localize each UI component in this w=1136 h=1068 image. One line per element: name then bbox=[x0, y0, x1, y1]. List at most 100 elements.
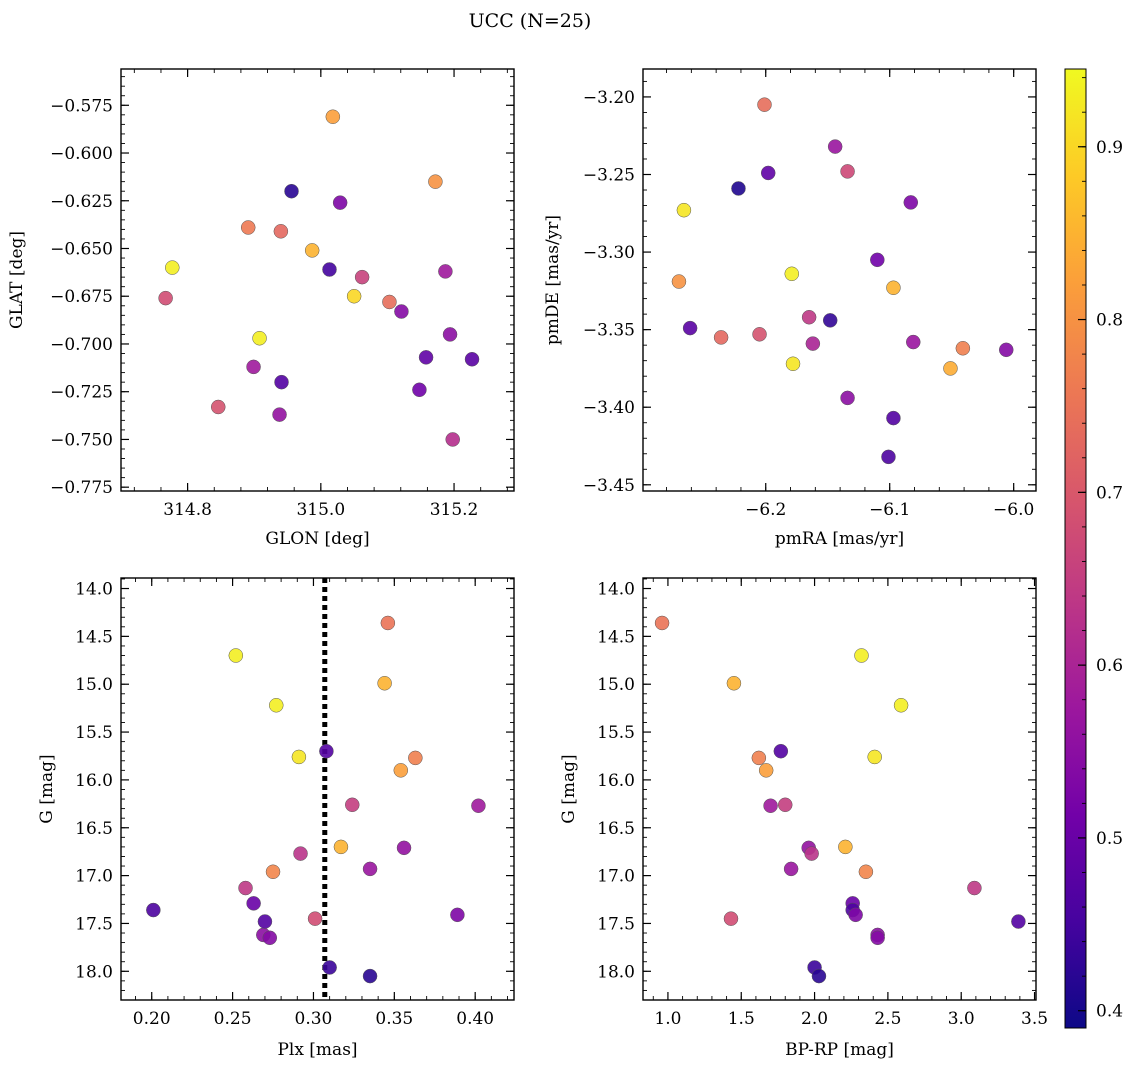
y-tick-label: 16.0 bbox=[75, 771, 113, 791]
panel-1-ylabel: GLAT [deg] bbox=[7, 231, 27, 329]
scatter-point bbox=[412, 382, 427, 398]
y-tick-label: −0.675 bbox=[50, 287, 113, 307]
scatter-point bbox=[671, 274, 687, 289]
y-tick-label: 17.0 bbox=[75, 867, 113, 887]
y-tick-label: 14.0 bbox=[75, 580, 113, 600]
scatter-point bbox=[760, 165, 776, 181]
scatter-point bbox=[273, 224, 289, 239]
scatter-point bbox=[858, 864, 874, 880]
scatter-point bbox=[881, 449, 896, 465]
colorbar-tick-label: 0.4 bbox=[1096, 1002, 1123, 1022]
panel-plx-g: 0.20 0.25 0.30 0.35 0.40 14.0 14.5 15.0 15.5 16.0… bbox=[37, 577, 515, 1060]
panel-4-frame bbox=[642, 577, 1037, 1001]
scatter-point bbox=[274, 374, 289, 390]
y-tick-label: −0.575 bbox=[50, 96, 113, 116]
scatter-point bbox=[304, 243, 320, 258]
scatter-point bbox=[752, 327, 767, 342]
colorbar-tick-label: 0.6 bbox=[1096, 656, 1123, 676]
y-tick-label: 17.5 bbox=[75, 914, 113, 934]
panel-2-frame bbox=[642, 68, 1037, 492]
y-tick-label: 18.0 bbox=[75, 962, 113, 982]
x-tick-label: −6.1 bbox=[869, 500, 910, 520]
y-tick-label: 16.5 bbox=[75, 819, 113, 839]
scatter-point bbox=[345, 797, 360, 813]
y-tick-label: −0.725 bbox=[50, 383, 113, 403]
x-tick-label: 0.30 bbox=[295, 1009, 333, 1029]
y-tick-label: 14.0 bbox=[597, 580, 635, 600]
scatter-point bbox=[723, 911, 739, 926]
scatter-point bbox=[211, 399, 226, 415]
scatter-point bbox=[886, 280, 901, 296]
x-tick-label: 2.0 bbox=[801, 1009, 828, 1029]
scatter-point bbox=[257, 914, 273, 929]
x-tick-label: 0.20 bbox=[133, 1009, 171, 1029]
scatter-point bbox=[838, 839, 853, 855]
scatter-point bbox=[394, 304, 409, 319]
scatter-point bbox=[783, 861, 799, 877]
x-tick-label: 3.0 bbox=[948, 1009, 975, 1029]
scatter-point bbox=[362, 968, 378, 984]
scatter-point bbox=[943, 361, 958, 376]
scatter-point bbox=[393, 763, 409, 778]
scatter-point bbox=[325, 109, 341, 124]
panel-3-points bbox=[146, 578, 486, 1000]
colorbar-tick-label: 0.5 bbox=[1096, 829, 1123, 849]
scatter-point bbox=[319, 743, 334, 759]
y-tick-label: −0.775 bbox=[50, 478, 113, 498]
panel-4-points bbox=[654, 615, 1026, 984]
scatter-point bbox=[840, 390, 855, 406]
colorbar-bar bbox=[1064, 68, 1087, 1029]
colorbar-tick-label: 0.9 bbox=[1096, 138, 1123, 158]
y-tick-label: −0.625 bbox=[50, 192, 113, 212]
scatter-point bbox=[408, 750, 423, 766]
scatter-point bbox=[870, 930, 885, 946]
panel-3-frame bbox=[120, 577, 515, 1001]
y-tick-label: −0.700 bbox=[50, 335, 113, 355]
x-tick-label: 0.35 bbox=[375, 1009, 413, 1029]
scatter-point bbox=[442, 327, 458, 342]
y-tick-label: 16.5 bbox=[597, 819, 635, 839]
scatter-point bbox=[848, 907, 863, 923]
scatter-point bbox=[246, 896, 261, 911]
scatter-point bbox=[377, 676, 392, 691]
y-tick-label: −3.25 bbox=[583, 166, 635, 186]
scatter-point bbox=[751, 750, 767, 766]
scatter-point bbox=[293, 846, 308, 861]
colorbar-tick-label: 0.7 bbox=[1096, 483, 1123, 503]
scatter-point bbox=[777, 797, 793, 813]
scatter-point bbox=[886, 410, 901, 426]
scatter-point bbox=[246, 359, 261, 375]
figure-title: UCC (N=25) bbox=[469, 10, 592, 32]
scatter-point bbox=[265, 864, 281, 880]
scatter-point bbox=[165, 260, 180, 275]
x-tick-label: 1.0 bbox=[654, 1009, 681, 1029]
scatter-point bbox=[757, 97, 772, 112]
scatter-point bbox=[252, 330, 267, 346]
scatter-point bbox=[903, 195, 919, 210]
scatter-point bbox=[471, 798, 486, 813]
scatter-point bbox=[450, 907, 465, 923]
scatter-point bbox=[773, 743, 789, 759]
scatter-point bbox=[428, 174, 443, 189]
panel-glon-glat: 314.8 315.0 315.2 −0.575 −0.600 −0.625 −0.650 −… bbox=[7, 68, 515, 549]
scatter-point bbox=[240, 220, 256, 235]
scatter-point bbox=[307, 911, 323, 926]
x-tick-label: 1.5 bbox=[728, 1009, 755, 1029]
colorbar-tick-label: 0.8 bbox=[1096, 311, 1123, 331]
scatter-point bbox=[682, 320, 698, 336]
scatter-point bbox=[146, 902, 161, 918]
scatter-point bbox=[1011, 914, 1026, 929]
panel-4-xlabel: BP-RP [mag] bbox=[785, 1040, 894, 1060]
y-tick-label: 17.5 bbox=[597, 914, 635, 934]
x-tick-label: 3.5 bbox=[1021, 1009, 1048, 1029]
scatter-point bbox=[269, 698, 284, 713]
scatter-point bbox=[805, 336, 821, 351]
y-tick-label: 15.0 bbox=[75, 675, 113, 695]
colorbar-ticks: 0.4 0.5 0.6 0.7 0.8 0.9 bbox=[1078, 77, 1123, 1022]
scatter-point bbox=[332, 195, 348, 210]
scatter-point bbox=[967, 880, 982, 896]
scatter-point bbox=[322, 262, 337, 277]
scatter-point bbox=[758, 763, 774, 778]
y-tick-label: 15.0 bbox=[597, 675, 635, 695]
y-tick-label: −3.30 bbox=[583, 243, 635, 263]
